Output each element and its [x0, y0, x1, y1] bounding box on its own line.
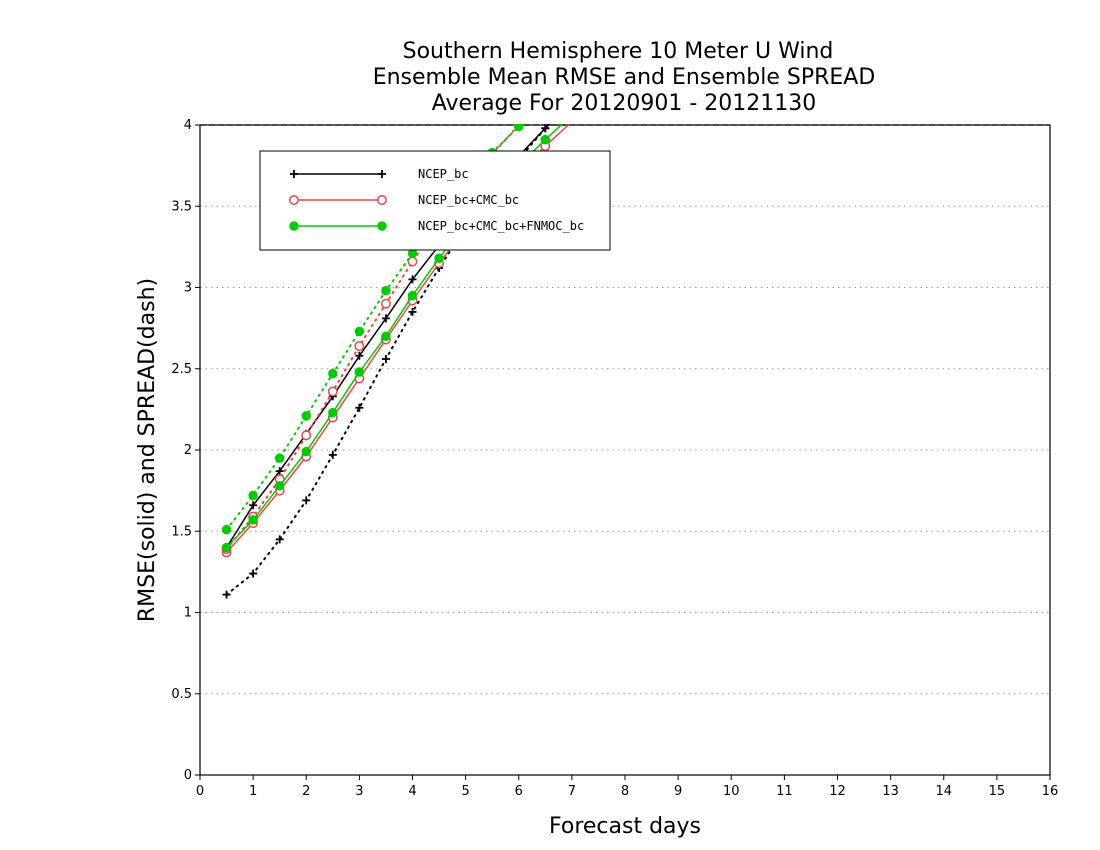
x-axis-label: Forecast days: [549, 814, 701, 839]
x-tick-label: 1: [249, 784, 257, 799]
x-tick-label: 5: [461, 784, 469, 799]
series-4: [221, 124, 524, 555]
data-point: [301, 411, 311, 421]
data-point: [354, 367, 365, 377]
data-point: [380, 298, 391, 309]
data-point: [248, 515, 258, 525]
legend-marker: [377, 195, 387, 205]
data-point: [301, 430, 312, 441]
x-tick-label: 16: [1042, 784, 1059, 799]
x-tick-label: 14: [935, 784, 952, 799]
x-tick-label: 11: [776, 784, 793, 799]
y-tick-label: 3.5: [171, 199, 192, 214]
legend-label: NCEP_bc+CMC_bc: [418, 193, 519, 207]
data-point: [407, 290, 418, 301]
x-tick-label: 6: [515, 784, 523, 799]
x-tick-label: 8: [621, 784, 629, 799]
data-point: [327, 386, 338, 397]
y-tick-label: 1: [184, 606, 192, 621]
x-tick-label: 7: [568, 784, 576, 799]
data-point: [354, 326, 365, 337]
data-point: [301, 446, 311, 457]
series-line: [225, 124, 524, 531]
legend-label: NCEP_bc: [418, 167, 469, 181]
x-tick-label: 3: [355, 784, 363, 799]
y-tick-label: 1.5: [171, 524, 192, 539]
x-tick-label: 0: [196, 784, 204, 799]
y-tick-label: 4: [184, 118, 192, 133]
x-tick-label: 12: [829, 784, 846, 799]
x-tick-label: 15: [989, 784, 1006, 799]
data-point: [328, 368, 338, 379]
data-point: [274, 481, 285, 491]
x-tick-label: 10: [723, 784, 740, 799]
series-group: [221, 124, 571, 599]
legend-marker: [289, 195, 299, 205]
data-point: [221, 524, 232, 535]
y-tick-label: 0: [184, 768, 192, 783]
x-axis-ticks: 0 1 2 3 4 5 6 7 8 9 10 11 12 13 14 15 16: [196, 775, 1058, 799]
data-point: [381, 331, 391, 341]
legend-label: NCEP_bc+CMC_bc+FNMOC_bc: [418, 219, 584, 233]
legend: NCEP_bc NCEP_bc+CMC_bc NCEP_bc+CMC_bc+FNMO…: [259, 150, 611, 251]
data-point: [434, 253, 444, 263]
x-tick-label: 2: [302, 784, 310, 799]
x-tick-label: 9: [674, 784, 682, 799]
y-tick-label: 0.5: [171, 687, 192, 702]
y-axis-label: RMSE(solid) and SPREAD(dash): [135, 278, 160, 622]
data-point: [328, 407, 338, 418]
legend-marker: [377, 221, 387, 231]
data-point: [381, 286, 391, 296]
data-point: [540, 134, 551, 145]
series-line: [225, 124, 522, 551]
x-tick-label: 4: [408, 784, 416, 799]
data-point: [248, 490, 258, 501]
series-6: [221, 124, 524, 535]
y-tick-label: 3: [184, 281, 192, 296]
y-tick-label: 2: [184, 443, 192, 458]
data-point: [274, 453, 285, 463]
data-point: [221, 542, 232, 553]
y-axis-ticks: 0 0.5 1 1.5 2 2.5 3 3.5 4: [171, 118, 200, 783]
chart-title-line-3: Average For 20120901 - 20121130: [432, 91, 817, 116]
legend-marker: [289, 221, 299, 231]
data-point: [514, 124, 524, 132]
x-tick-label: 13: [882, 784, 899, 799]
y-tick-label: 2.5: [171, 362, 192, 377]
data-point: [354, 341, 365, 351]
chart-title-line-2: Ensemble Mean RMSE and Ensemble SPREAD: [373, 65, 876, 90]
chart-title-line-1: Southern Hemisphere 10 Meter U Wind: [403, 39, 834, 64]
